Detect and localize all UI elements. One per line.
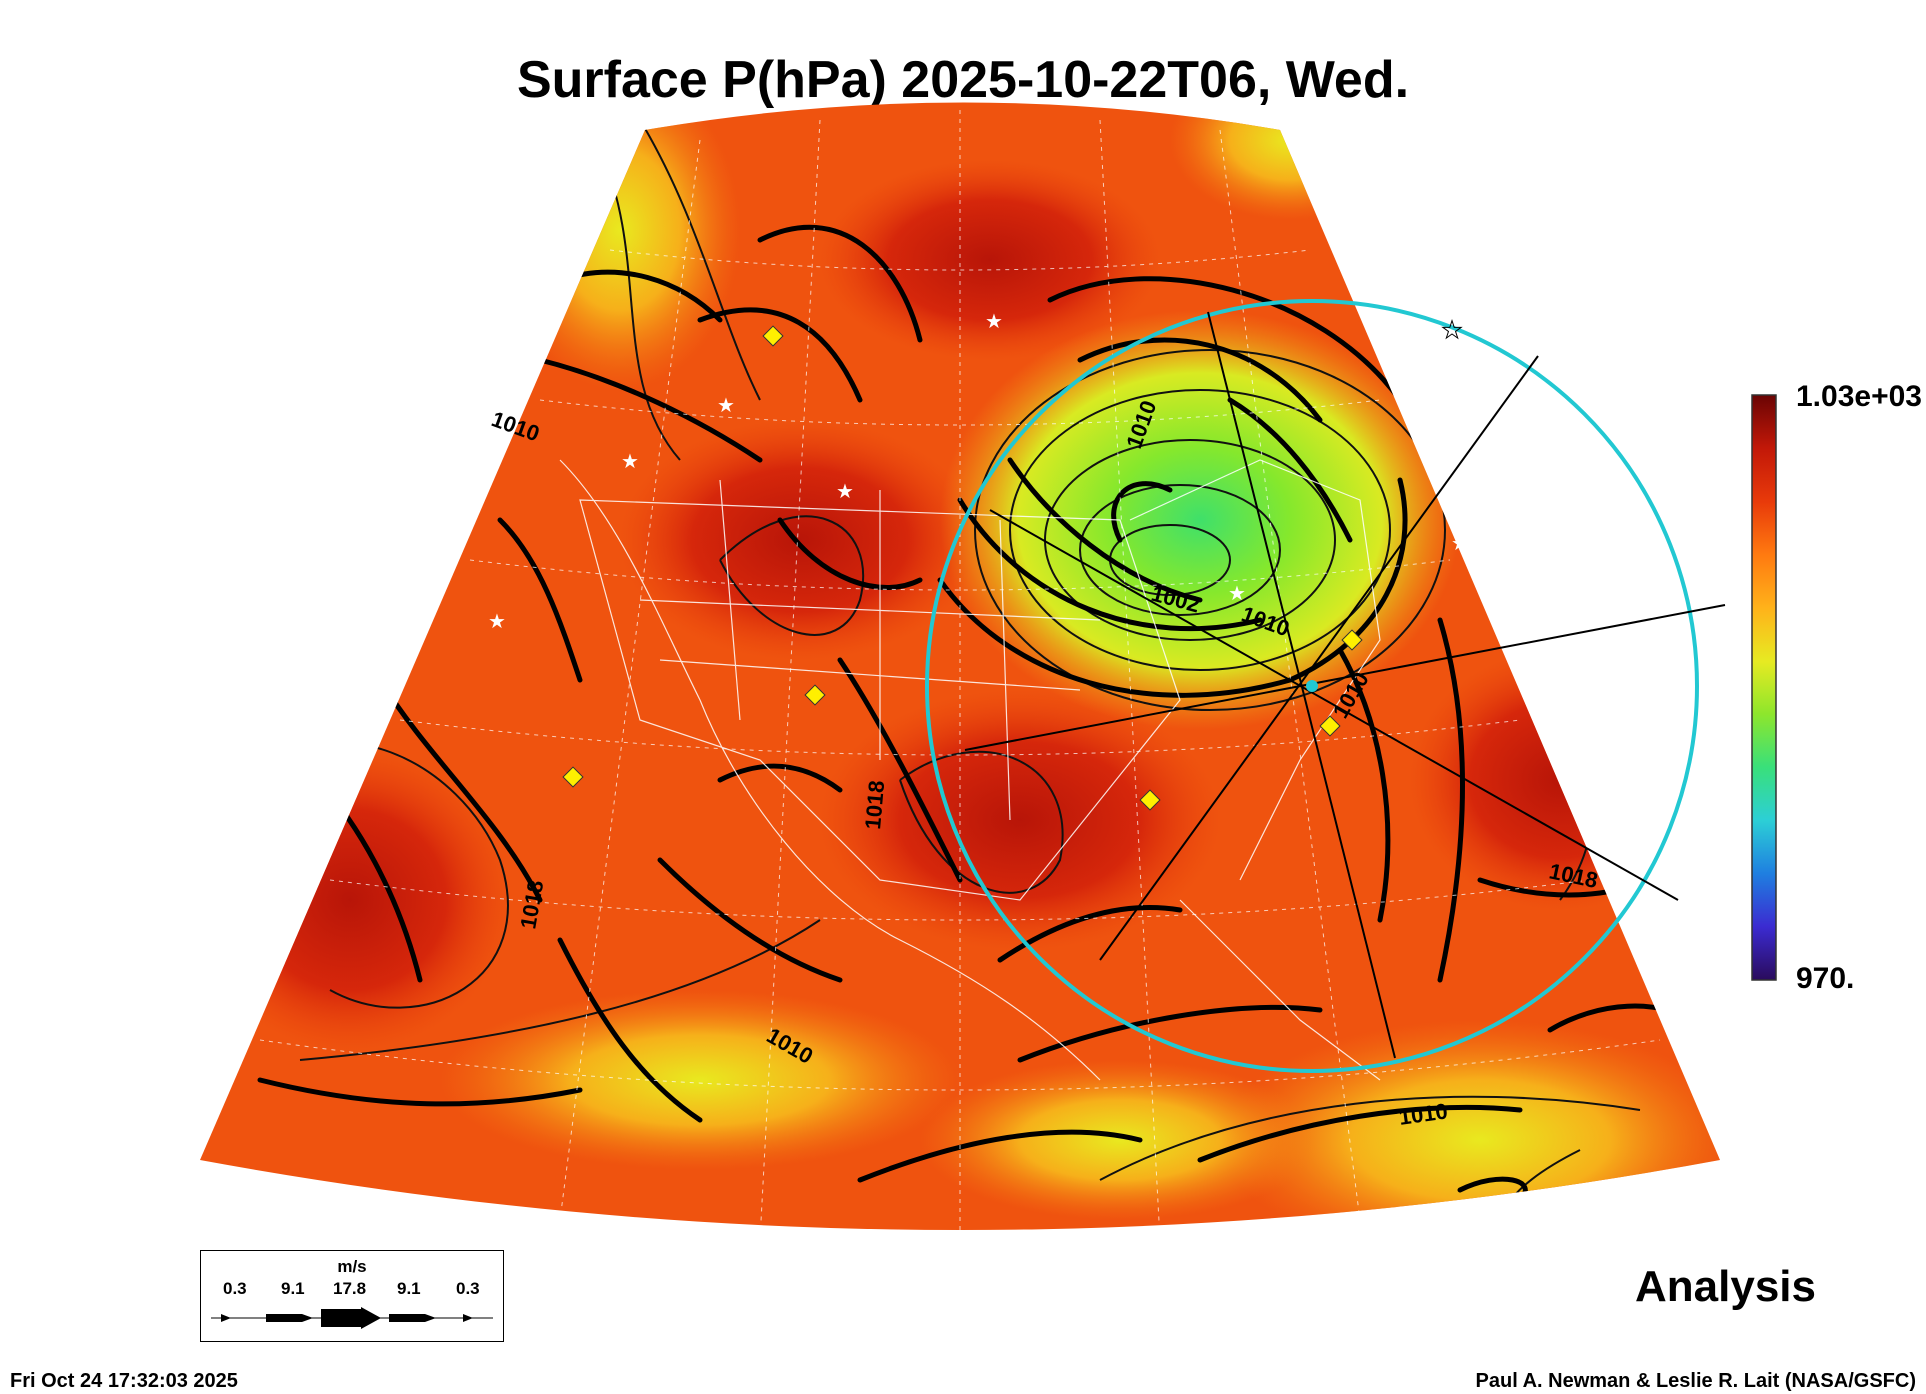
svg-text:★: ★ (985, 309, 1003, 333)
colorbar (1751, 394, 1777, 981)
svg-text:★: ★ (1441, 316, 1463, 344)
range-circle (925, 299, 1699, 1073)
svg-text:★: ★ (621, 449, 639, 473)
reference-overlay (925, 299, 1726, 1073)
legend-arrow (211, 1307, 493, 1329)
colorbar-min-label: 970. (1796, 962, 1855, 995)
credit: Paul A. Newman & Leslie R. Lait (NASA/GS… (1475, 1370, 1916, 1392)
wind-speed-legend: m/s 0.3 9.1 17.8 9.1 0.3 (200, 1250, 504, 1342)
graticule (259, 110, 1661, 1230)
svg-text:★: ★ (1451, 531, 1469, 555)
legend-value: 9.1 (281, 1279, 305, 1298)
legend-unit: m/s (337, 1257, 367, 1276)
station-markers: ★ ★ ★ ★ ★ ★ ★ ★ (488, 309, 1469, 811)
boundaries (559, 459, 1381, 1081)
legend-value: 17.8 (333, 1279, 367, 1298)
contour-label: 1018 (860, 779, 889, 830)
legend-value: 0.3 (456, 1279, 480, 1298)
circle-center-marker (1306, 680, 1318, 692)
pressure-field (200, 102, 1720, 1230)
legend-value: 9.1 (397, 1279, 421, 1298)
svg-text:★: ★ (836, 479, 854, 503)
legend-value: 0.3 (223, 1279, 247, 1298)
svg-text:★: ★ (488, 609, 506, 633)
analysis-label: Analysis (1635, 1262, 1816, 1311)
svg-text:★: ★ (717, 393, 735, 417)
plot-title: Surface P(hPa) 2025-10-22T06, Wed. (516, 51, 1410, 109)
svg-text:★: ★ (1228, 581, 1246, 605)
timestamp: Fri Oct 24 17:32:03 2025 (10, 1370, 238, 1392)
colorbar-max-label: 1.03e+03 (1796, 380, 1922, 413)
